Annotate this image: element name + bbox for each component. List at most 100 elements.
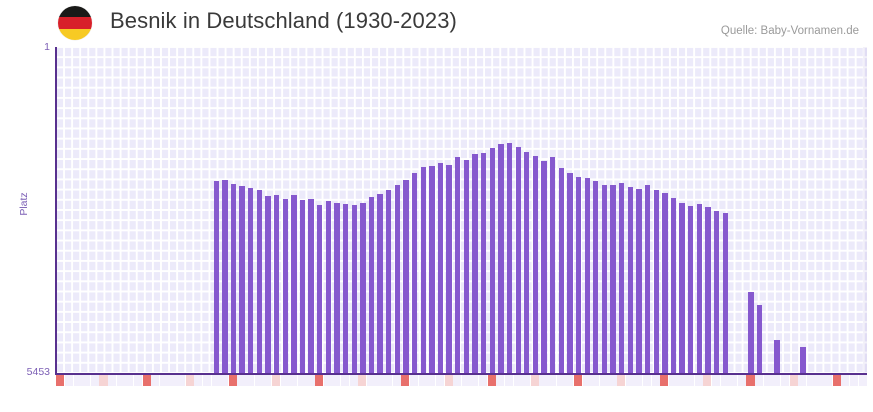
x-tick-2006	[711, 375, 721, 386]
x-tick-1989	[565, 375, 574, 386]
x-tick-1977	[461, 375, 470, 386]
bar-1967	[377, 194, 383, 373]
x-tick-2013	[772, 375, 781, 386]
x-tick-1970	[401, 375, 410, 386]
bar-1979	[480, 153, 487, 373]
bar-1988	[558, 168, 564, 373]
bar-1985	[532, 156, 539, 373]
x-tick-1986	[539, 375, 548, 386]
bar-2003	[688, 206, 694, 373]
bar-2000	[662, 193, 668, 373]
x-tick-1937	[116, 375, 125, 386]
bar-1982	[506, 143, 513, 373]
bar-1980	[489, 148, 495, 373]
x-tick-2023	[858, 375, 867, 386]
x-tick-1982	[504, 375, 513, 386]
x-tick-1954	[263, 375, 272, 386]
bar-1950	[230, 184, 237, 373]
x-tick-1943	[168, 375, 177, 386]
flag-band-black	[58, 6, 92, 18]
x-tick-2012	[763, 375, 772, 386]
x-tick-1952	[246, 375, 255, 386]
grid-layer	[56, 47, 867, 373]
x-tick-1972	[418, 375, 427, 386]
bar-2002	[679, 203, 685, 373]
x-tick-2010	[746, 375, 755, 386]
x-tick-1933	[82, 375, 91, 386]
flag-band-gold	[58, 28, 92, 40]
x-tick-1993	[599, 375, 608, 386]
bar-1957	[291, 195, 297, 373]
y-axis-tick-top: 1	[44, 41, 50, 53]
y-axis-label: Platz	[18, 192, 30, 216]
x-tick-1987	[548, 375, 557, 386]
x-tick-1994	[608, 375, 617, 386]
bar-1975	[446, 165, 452, 373]
bar-1970	[403, 180, 409, 373]
x-tick-1963	[340, 375, 350, 386]
x-tick-1942	[159, 375, 168, 386]
bar-1992	[593, 181, 599, 373]
bar-2005	[705, 207, 711, 373]
bar-1998	[644, 185, 651, 373]
x-tick-1957	[289, 375, 298, 386]
x-tick-2015	[789, 375, 798, 386]
x-tick-1999	[651, 375, 660, 386]
bar-1993	[601, 185, 608, 373]
x-tick-1953	[254, 375, 263, 386]
x-tick-2004	[694, 375, 703, 386]
x-tick-1974	[435, 375, 444, 386]
bar-1962	[334, 203, 340, 373]
x-tick-1947	[202, 375, 212, 386]
bar-1961	[325, 201, 332, 373]
x-tick-2019	[824, 375, 833, 386]
y-axis-line	[55, 47, 57, 374]
bar-1956	[282, 199, 288, 373]
bar-1951	[239, 186, 245, 373]
x-tick-1938	[125, 375, 134, 386]
x-tick-1946	[194, 375, 203, 386]
x-tick-1950	[228, 375, 237, 386]
bar-1959	[308, 199, 314, 373]
bar-1976	[455, 157, 461, 373]
bar-1986	[541, 161, 547, 373]
x-tick-1941	[151, 375, 160, 386]
x-tick-1983	[513, 375, 522, 386]
x-tick-1964	[349, 375, 358, 386]
bar-1972	[420, 167, 426, 373]
plot-area	[56, 47, 867, 373]
bar-1991	[584, 178, 590, 373]
x-tick-2009	[737, 375, 746, 386]
x-tick-1976	[453, 375, 462, 386]
bar-2004	[696, 204, 703, 373]
x-tick-1990	[573, 375, 583, 386]
page-title: Besnik in Deutschland (1930-2023)	[110, 8, 457, 33]
bar-1973	[429, 166, 435, 373]
x-tick-1932	[73, 375, 82, 386]
bar-2011	[757, 305, 763, 373]
x-tick-1931	[64, 375, 73, 386]
bar-1954	[265, 196, 271, 373]
bar-1960	[317, 205, 323, 373]
x-tick-1979	[479, 375, 488, 386]
x-tick-2002	[677, 375, 686, 386]
flag-band-red	[58, 17, 92, 29]
bar-1969	[394, 185, 401, 373]
chart-header: Besnik in Deutschland (1930-2023) Quelle…	[0, 0, 873, 46]
x-tick-1940	[142, 375, 151, 386]
bar-1958	[299, 200, 306, 373]
x-tick-2017	[806, 375, 815, 386]
x-tick-1973	[427, 375, 436, 386]
x-tick-1992	[591, 375, 600, 386]
x-tick-1951	[237, 375, 246, 386]
x-tick-1985	[530, 375, 539, 386]
bar-1971	[411, 173, 418, 373]
x-tick-1959	[306, 375, 315, 386]
x-tick-2022	[850, 375, 859, 386]
bar-1963	[342, 204, 349, 373]
bar-1984	[524, 152, 530, 373]
bar-1990	[575, 177, 582, 373]
bar-1983	[515, 147, 521, 373]
bar-1977	[463, 160, 470, 373]
